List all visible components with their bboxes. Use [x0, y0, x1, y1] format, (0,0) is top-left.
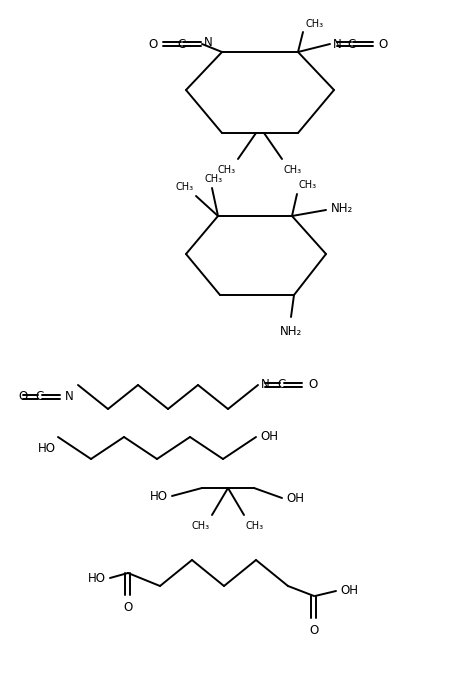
- Text: HO: HO: [150, 489, 168, 502]
- Text: CH₃: CH₃: [192, 521, 210, 531]
- Text: NH₂: NH₂: [330, 202, 353, 215]
- Text: CH₃: CH₃: [204, 174, 223, 184]
- Text: OH: OH: [259, 431, 277, 444]
- Text: CH₃: CH₃: [283, 165, 301, 175]
- Text: CH₃: CH₃: [299, 180, 317, 190]
- Text: O: O: [377, 38, 387, 50]
- Text: CH₃: CH₃: [217, 165, 235, 175]
- Text: O: O: [123, 601, 132, 614]
- Text: HO: HO: [38, 442, 56, 455]
- Text: OH: OH: [339, 585, 357, 597]
- Text: O: O: [18, 391, 27, 403]
- Text: CH₃: CH₃: [305, 19, 323, 29]
- Text: OH: OH: [285, 491, 304, 504]
- Text: O: O: [307, 378, 317, 391]
- Text: N: N: [203, 36, 212, 50]
- Text: C: C: [347, 38, 355, 50]
- Text: CH₃: CH₃: [245, 521, 263, 531]
- Text: O: O: [148, 38, 158, 50]
- Text: C: C: [36, 391, 44, 403]
- Text: NH₂: NH₂: [279, 325, 301, 338]
- Text: C: C: [277, 378, 285, 391]
- Text: CH₃: CH₃: [175, 182, 193, 192]
- Text: N: N: [65, 391, 74, 403]
- Text: N: N: [332, 38, 341, 50]
- Text: HO: HO: [88, 572, 106, 585]
- Text: N: N: [260, 378, 269, 391]
- Text: C: C: [178, 38, 186, 50]
- Text: O: O: [308, 624, 318, 637]
